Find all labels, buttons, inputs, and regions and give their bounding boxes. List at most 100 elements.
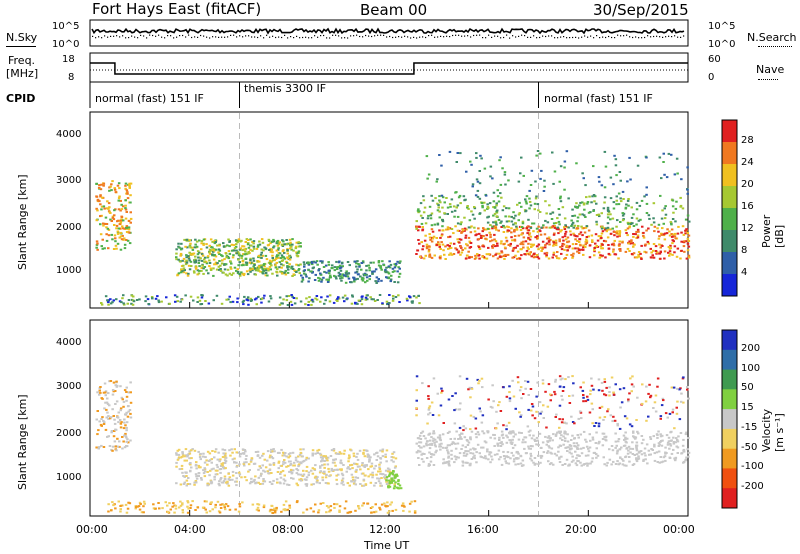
power-cell bbox=[99, 203, 102, 206]
velocity-cell bbox=[276, 451, 280, 454]
power-cell bbox=[576, 240, 579, 242]
power-cell bbox=[366, 298, 369, 301]
power-cell bbox=[333, 274, 336, 277]
velocity-cell bbox=[364, 483, 368, 486]
velocity-cell bbox=[643, 452, 646, 455]
velocity-cell bbox=[378, 468, 382, 470]
velocity-cell bbox=[541, 379, 545, 382]
power-cell bbox=[238, 261, 241, 264]
power-cell bbox=[203, 256, 207, 259]
velocity-cell bbox=[493, 453, 497, 456]
velocity-cell bbox=[234, 480, 237, 483]
velocity-cell bbox=[680, 392, 683, 395]
colorbar-tick-label: -15 bbox=[741, 422, 758, 433]
power-cell bbox=[337, 274, 341, 277]
power-cell bbox=[393, 270, 396, 273]
power-cell bbox=[96, 242, 99, 245]
power-cell bbox=[397, 294, 400, 297]
velocity-cell bbox=[114, 428, 117, 431]
velocity-colorbar-label: Velocity [m s⁻¹] bbox=[760, 408, 786, 452]
nsearch-point bbox=[668, 35, 670, 37]
power-cell bbox=[437, 206, 440, 209]
velocity-cell bbox=[601, 432, 605, 435]
power-cell bbox=[246, 299, 250, 302]
power-cell bbox=[601, 243, 604, 246]
power-cell bbox=[239, 274, 242, 277]
velocity-cell bbox=[205, 500, 208, 503]
power-cell bbox=[655, 252, 658, 255]
velocity-cell bbox=[657, 450, 661, 453]
power-cell bbox=[458, 229, 461, 232]
velocity-cell bbox=[446, 444, 450, 447]
velocity-cell bbox=[138, 508, 142, 511]
power-cell bbox=[541, 246, 544, 249]
velocity-cell bbox=[655, 451, 659, 454]
power-cell bbox=[632, 225, 636, 227]
velocity-cell bbox=[585, 462, 588, 465]
nsearch-point bbox=[176, 36, 178, 38]
power-cell bbox=[612, 183, 615, 186]
nsearch-point bbox=[500, 37, 502, 39]
power-cell bbox=[270, 248, 274, 251]
velocity-cell bbox=[321, 459, 324, 462]
power-cell bbox=[516, 250, 520, 253]
power-cell bbox=[247, 251, 250, 253]
velocity-cell bbox=[584, 454, 588, 457]
power-cell bbox=[599, 254, 602, 257]
power-cell bbox=[459, 202, 462, 205]
velocity-cell bbox=[486, 430, 489, 433]
power-cell bbox=[235, 249, 238, 252]
velocity-cell bbox=[203, 467, 206, 470]
velocity-cell bbox=[625, 417, 629, 420]
power-cell bbox=[256, 245, 260, 248]
power-cell bbox=[577, 252, 581, 254]
velocity-cell bbox=[275, 508, 278, 511]
velocity-cell bbox=[560, 455, 563, 458]
power-cell bbox=[276, 256, 280, 259]
power-cell bbox=[182, 267, 186, 270]
power-cell bbox=[111, 215, 115, 218]
power-cell bbox=[446, 213, 449, 215]
velocity-cell bbox=[671, 411, 674, 414]
power-cell bbox=[610, 243, 614, 246]
velocity-cell bbox=[111, 445, 115, 448]
velocity-cell bbox=[123, 446, 127, 449]
power-cell bbox=[511, 249, 515, 252]
velocity-cell bbox=[114, 384, 117, 387]
velocity-cell bbox=[440, 391, 443, 394]
velocity-cell bbox=[172, 502, 175, 505]
power-cell bbox=[476, 195, 480, 198]
velocity-cell bbox=[498, 436, 501, 439]
power-cell bbox=[271, 251, 274, 254]
nsearch-point bbox=[683, 35, 685, 37]
power-cell bbox=[470, 256, 473, 259]
power-cell bbox=[592, 210, 595, 212]
power-cell bbox=[421, 248, 424, 251]
velocity-cell bbox=[193, 481, 196, 484]
power-cell bbox=[556, 257, 559, 260]
power-cell bbox=[115, 298, 118, 301]
velocity-cell bbox=[649, 394, 653, 397]
power-cell bbox=[195, 245, 199, 248]
power-cell bbox=[325, 278, 328, 281]
velocity-cell bbox=[427, 413, 430, 416]
power-cell bbox=[368, 269, 371, 272]
velocity-cell bbox=[181, 452, 184, 455]
power-cell bbox=[671, 199, 675, 202]
power-cell bbox=[249, 257, 252, 260]
power-cell bbox=[672, 211, 675, 214]
velocity-cell bbox=[502, 450, 505, 453]
velocity-cell bbox=[262, 452, 265, 455]
velocity-cell bbox=[272, 462, 276, 464]
power-cell bbox=[187, 272, 190, 275]
velocity-cell bbox=[272, 463, 276, 466]
power-cell bbox=[119, 221, 123, 224]
velocity-cell bbox=[179, 456, 183, 459]
power-cell bbox=[363, 272, 367, 275]
power-cell bbox=[555, 255, 558, 258]
power-cell bbox=[272, 238, 275, 241]
velocity-cell bbox=[236, 451, 240, 454]
velocity-cell bbox=[112, 390, 115, 393]
power-cell bbox=[685, 228, 688, 231]
power-cell bbox=[252, 240, 256, 243]
